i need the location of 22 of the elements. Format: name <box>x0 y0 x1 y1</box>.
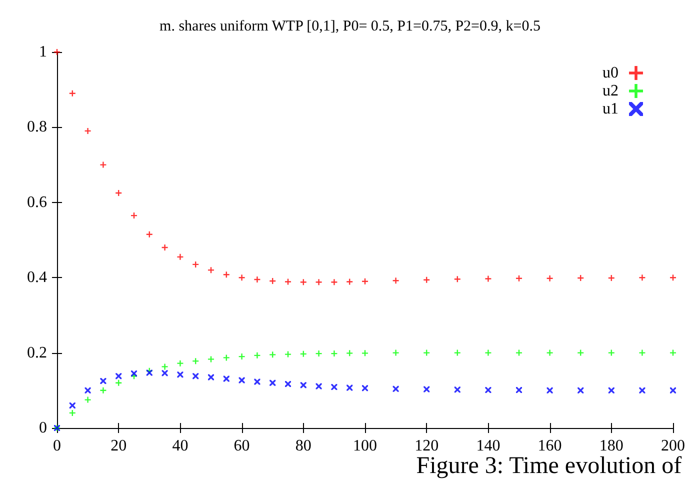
legend-label: u1 <box>602 100 618 118</box>
y-tick-label: 0.6 <box>27 194 47 211</box>
x-tick-label: 160 <box>538 438 562 454</box>
caption: Figure 3: Time evolution of <box>416 453 682 479</box>
x-tick-label: 20 <box>110 438 127 454</box>
x-tick-label: 0 <box>53 438 61 454</box>
y-tick-label: 0.2 <box>27 344 47 362</box>
x-tick-label: 200 <box>661 438 685 454</box>
legend-label: u0 <box>602 64 618 82</box>
x-tick-label: 100 <box>353 438 377 454</box>
y-tick-label: 0.4 <box>27 269 47 286</box>
y-tick-label: 0 <box>39 420 47 436</box>
legend-label: u2 <box>602 82 618 100</box>
x-tick-label: 80 <box>295 438 312 454</box>
y-tick-label: 0.8 <box>27 118 47 136</box>
x-tick-label: 180 <box>599 438 624 454</box>
x-tick-label: 120 <box>414 438 439 454</box>
chart-title: m. shares uniform WTP [0,1], P0= 0.5, P1=0.75, P2=0.9, k=0.5 <box>160 18 540 34</box>
x-tick-label: 40 <box>172 438 188 454</box>
x-tick-label: 140 <box>476 438 500 454</box>
y-tick-label: 1 <box>39 44 47 60</box>
x-tick-label: 60 <box>234 438 250 454</box>
